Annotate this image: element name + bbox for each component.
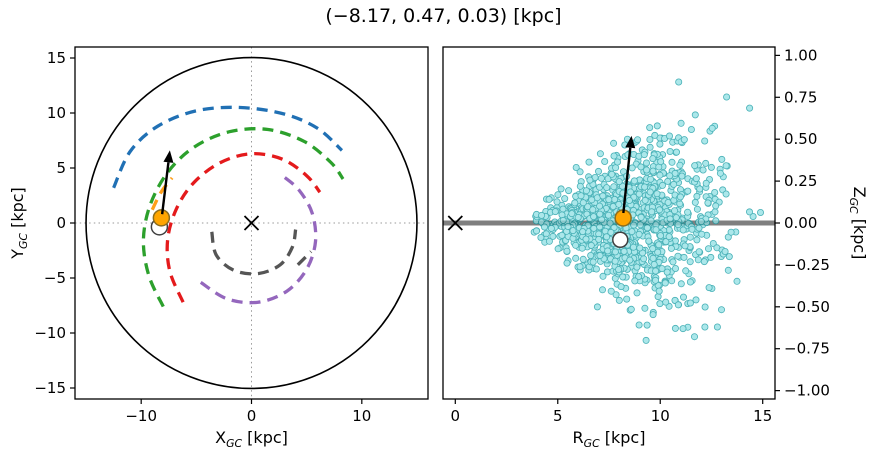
svg-text:10: 10 xyxy=(651,407,670,425)
axes: 0 5 10 15 1.00 0.75 0.50 0.25 0.00 −0.25 −0.50 −0.7… xyxy=(442,46,830,425)
star-scatter-points xyxy=(530,78,764,344)
spiral-arm-perseus-arm xyxy=(141,127,345,308)
svg-text:−0.75: −0.75 xyxy=(784,340,830,358)
spiral-arm-sagittarius-carina-arm xyxy=(165,151,322,303)
svg-text:−5: −5 xyxy=(44,269,66,287)
figure-title: (−8.17, 0.47, 0.03) [kpc] xyxy=(325,5,562,27)
svg-text:0: 0 xyxy=(451,407,461,425)
svg-text:10: 10 xyxy=(352,407,371,425)
spiral-arm-outer-arm xyxy=(112,105,344,189)
sun-marker xyxy=(152,209,171,227)
svg-text:10: 10 xyxy=(47,104,66,122)
xy-plane-panel: −10 0 10 −15 −10 −5 0 5 10 15 xyxy=(34,46,429,425)
svg-text:−0.25: −0.25 xyxy=(784,256,830,274)
svg-text:5: 5 xyxy=(553,407,563,425)
svg-text:−10: −10 xyxy=(125,407,157,425)
xy-yaxis-label-symbol: Y xyxy=(7,249,27,259)
galactic-disk-outline xyxy=(85,56,418,390)
spiral-arm-norma-arm xyxy=(210,229,298,276)
svg-text:−10: −10 xyxy=(34,324,66,342)
rz-xaxis-label-unit: [kpc] xyxy=(599,428,646,447)
svg-text:5: 5 xyxy=(56,159,66,177)
xy-xaxis-label-symbol: X xyxy=(215,428,227,447)
xy-xaxis-label-unit: [kpc] xyxy=(242,428,288,447)
rz-xaxis-label-subscript: GC xyxy=(583,437,600,451)
svg-text:0.00: 0.00 xyxy=(784,214,817,232)
svg-text:0: 0 xyxy=(56,214,66,232)
axes: −10 0 10 −15 −10 −5 0 5 10 15 xyxy=(34,46,429,425)
xy-xaxis-label: XGC [kpc] xyxy=(75,428,428,450)
svg-text:0.75: 0.75 xyxy=(784,88,817,106)
svg-text:−0.50: −0.50 xyxy=(784,298,830,316)
rz-xaxis-label: RGC [kpc] xyxy=(443,428,775,450)
reference-circle-marker xyxy=(612,231,629,249)
galactic-center-marker xyxy=(243,215,260,231)
svg-text:0.25: 0.25 xyxy=(784,172,817,190)
rz-yaxis-label-symbol: Z xyxy=(850,186,870,198)
motion-arrow xyxy=(622,135,636,214)
motion-arrow xyxy=(160,150,174,215)
svg-text:0.50: 0.50 xyxy=(784,130,817,148)
rz-yaxis-label-unit: [kpc] xyxy=(850,213,870,260)
svg-text:−15: −15 xyxy=(34,379,66,397)
spiral-arm-norma-outer-segment xyxy=(296,250,313,266)
rz-yaxis-label-subscript: GC xyxy=(846,197,860,214)
svg-text:15: 15 xyxy=(47,49,66,67)
spiral-arm-scutum-centaurus-arm xyxy=(199,174,318,305)
rz-plane-panel: 0 5 10 15 1.00 0.75 0.50 0.25 0.00 −0.25 −0.50 −0.7… xyxy=(442,46,830,425)
svg-text:15: 15 xyxy=(753,407,772,425)
xy-xaxis-label-subscript: GC xyxy=(226,437,243,451)
rz-xaxis-label-symbol: R xyxy=(572,428,584,447)
svg-text:1.00: 1.00 xyxy=(784,46,817,64)
rz-yaxis-label: ZGC [kpc] xyxy=(847,187,869,260)
svg-text:−1.00: −1.00 xyxy=(784,382,830,400)
galactic-center-marker xyxy=(447,215,463,231)
xy-yaxis-label-subscript: GC xyxy=(17,232,31,250)
xy-yaxis-label-unit: [kpc] xyxy=(7,187,27,233)
spiral-arm-local-arm xyxy=(150,176,174,211)
xy-yaxis-label: YGC [kpc] xyxy=(8,187,30,259)
svg-text:0: 0 xyxy=(247,407,257,425)
